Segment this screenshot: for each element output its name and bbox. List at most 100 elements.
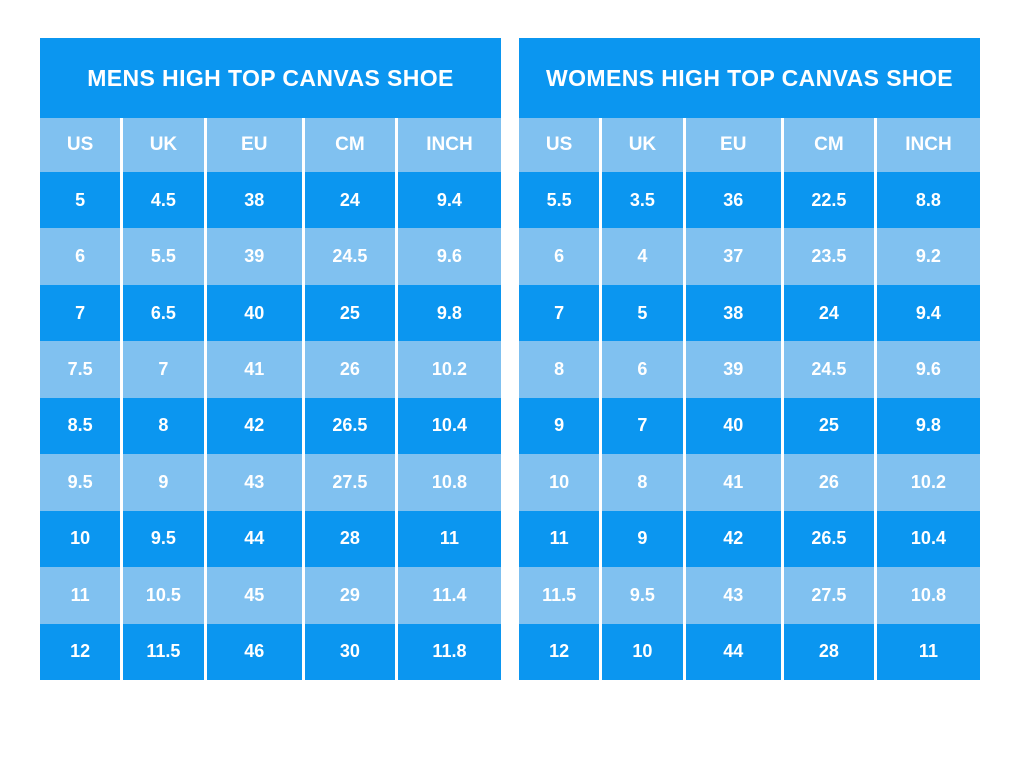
size-cell: 30: [301, 623, 395, 680]
column-header-us: US: [545, 134, 573, 155]
size-cell: 4: [599, 228, 682, 285]
table-row: 11 10.5 45 29 11.4: [40, 567, 501, 624]
table-row: 12 11.5 46 30 11.8: [40, 623, 501, 680]
size-cell: 5: [599, 284, 682, 342]
womens-size-table: WOMENS HIGH TOP CANVAS SHOE US UK EU CM INCH…: [519, 38, 980, 680]
size-cell: 9.2: [873, 228, 980, 285]
size-cell: 8: [120, 397, 203, 455]
column-header-inch: INCH: [873, 118, 980, 172]
size-cell: 12: [70, 641, 91, 662]
size-cell: 6.5: [120, 284, 203, 342]
column-header-inch: INCH: [394, 118, 501, 172]
size-cell: 9: [120, 454, 203, 511]
size-cell: 41: [682, 454, 781, 511]
size-cell: 42: [203, 397, 302, 455]
size-cell: 25: [780, 397, 874, 455]
table-row: 12 10 44 28 11: [519, 623, 980, 680]
mens-table-title: MENS HIGH TOP CANVAS SHOE: [40, 38, 501, 118]
womens-table-header-row: US UK EU CM INCH: [519, 118, 980, 172]
size-cell: 43: [203, 454, 302, 511]
size-cell: 11.5: [542, 584, 577, 605]
size-cell: 22.5: [780, 172, 874, 229]
size-cell: 8.5: [67, 415, 93, 436]
table-row: 9.5 9 43 27.5 10.8: [40, 454, 501, 511]
size-cell: 39: [682, 341, 781, 398]
size-cell: 6: [599, 341, 682, 398]
size-cell: 28: [301, 510, 395, 568]
size-cell: 10: [599, 623, 682, 680]
size-cell: 11.4: [394, 567, 501, 624]
size-cell: 10.2: [873, 454, 980, 511]
table-row: 5 4.5 38 24 9.4: [40, 172, 501, 229]
size-cell: 9.5: [67, 471, 93, 492]
size-cell: 6: [75, 246, 86, 267]
size-cell: 40: [682, 397, 781, 455]
size-cell: 7: [120, 341, 203, 398]
size-cell: 9: [599, 510, 682, 568]
size-cell: 7: [554, 302, 565, 323]
womens-table-title: WOMENS HIGH TOP CANVAS SHOE: [519, 38, 980, 118]
table-row: 5.5 3.5 36 22.5 8.8: [519, 172, 980, 229]
size-cell: 23.5: [780, 228, 874, 285]
size-cell: 24: [780, 284, 874, 342]
size-cell: 27.5: [780, 567, 874, 624]
size-cell: 11: [873, 623, 980, 680]
table-row: 11.5 9.5 43 27.5 10.8: [519, 567, 980, 624]
size-cell: 11.5: [120, 623, 203, 680]
size-cell: 43: [682, 567, 781, 624]
size-cell: 11: [549, 528, 569, 549]
size-cell: 4.5: [120, 172, 203, 229]
table-row: 6 5.5 39 24.5 9.6: [40, 228, 501, 285]
table-row: 9 7 40 25 9.8: [519, 397, 980, 455]
column-header-cm: CM: [780, 118, 874, 172]
size-cell: 9.6: [873, 341, 980, 398]
size-cell: 8: [599, 454, 682, 511]
size-cell: 9.8: [873, 397, 980, 455]
size-cell: 8: [554, 359, 565, 380]
size-cell: 9.8: [394, 284, 501, 342]
size-cell: 9.5: [599, 567, 682, 624]
size-cell: 5.5: [120, 228, 203, 285]
size-cell: 9.4: [394, 172, 501, 229]
table-row: 10 8 41 26 10.2: [519, 454, 980, 511]
size-cell: 39: [203, 228, 302, 285]
size-cell: 10.8: [394, 454, 501, 511]
mens-size-table: MENS HIGH TOP CANVAS SHOE US UK EU CM INCH 5…: [40, 38, 501, 680]
size-cell: 24.5: [780, 341, 874, 398]
mens-table-body: 5 4.5 38 24 9.4 6 5.5 39 24.5 9.6 7 6.5 40 25 9.8 7.5 7 4…: [40, 172, 501, 680]
size-cell: 26.5: [780, 510, 874, 568]
size-cell: 6: [554, 246, 565, 267]
column-header-uk: UK: [599, 118, 682, 172]
size-cell: 9.4: [873, 284, 980, 342]
size-cell: 10.8: [873, 567, 980, 624]
size-cell: 45: [203, 567, 302, 624]
size-cell: 7.5: [67, 359, 93, 380]
column-header-us: US: [66, 134, 94, 155]
size-cell: 10.2: [394, 341, 501, 398]
size-cell: 5: [75, 189, 86, 210]
size-cell: 26.5: [301, 397, 395, 455]
size-cell: 36: [682, 172, 781, 229]
size-cell: 26: [780, 454, 874, 511]
size-cell: 3.5: [599, 172, 682, 229]
column-header-cm: CM: [301, 118, 395, 172]
size-cell: 12: [549, 641, 570, 662]
table-row: 8 6 39 24.5 9.6: [519, 341, 980, 398]
size-cell: 24.5: [301, 228, 395, 285]
size-cell: 37: [682, 228, 781, 285]
size-cell: 44: [682, 623, 781, 680]
size-cell: 28: [780, 623, 874, 680]
size-cell: 11: [70, 584, 90, 605]
column-header-uk: UK: [120, 118, 203, 172]
size-cell: 46: [203, 623, 302, 680]
table-row: 7 6.5 40 25 9.8: [40, 284, 501, 342]
size-cell: 5.5: [546, 189, 572, 210]
table-row: 11 9 42 26.5 10.4: [519, 510, 980, 568]
size-cell: 10: [549, 471, 570, 492]
size-cell: 24: [301, 172, 395, 229]
table-row: 7.5 7 41 26 10.2: [40, 341, 501, 398]
size-cell: 44: [203, 510, 302, 568]
size-cell: 42: [682, 510, 781, 568]
size-cell: 38: [203, 172, 302, 229]
